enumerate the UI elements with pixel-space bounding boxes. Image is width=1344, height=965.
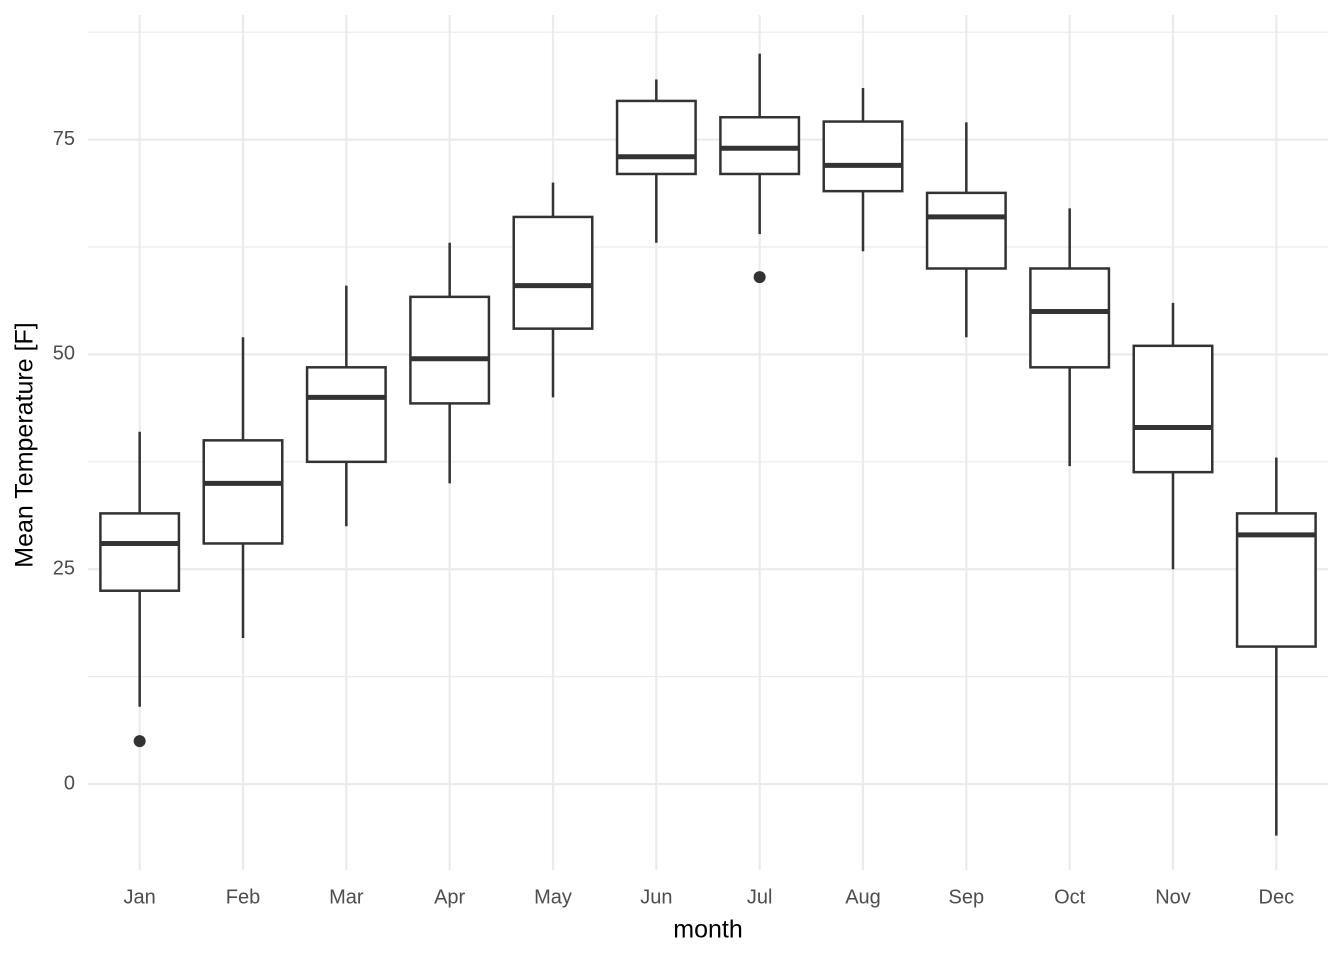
x-tick-label: Nov [1155,886,1191,908]
x-tick-label: Oct [1054,886,1086,908]
x-tick-label: Feb [226,886,260,908]
y-tick-label: 75 [53,128,75,150]
x-tick-label: Apr [434,886,465,908]
x-tick-label: Mar [329,886,364,908]
box [822,120,904,193]
box [1132,344,1214,474]
x-tick-label: Jan [124,886,156,908]
y-tick-label: 50 [53,343,75,365]
box [305,366,387,464]
x-tick-label: Dec [1259,886,1295,908]
box [99,512,181,592]
outlier [133,735,146,748]
y-axis-title: Mean Temperature [F] [11,322,39,567]
box [719,116,801,176]
x-tick-label: May [534,886,572,908]
box [409,295,491,405]
box [925,191,1007,270]
outlier [753,271,766,284]
box [202,439,284,545]
x-tick-label: Jun [640,886,672,908]
x-tick-label: Aug [845,886,881,908]
x-axis-title: month [673,916,742,944]
box [615,99,697,176]
box [512,215,594,330]
box [1029,267,1111,369]
x-tick-label: Sep [949,886,985,908]
x-tick-label: Jul [747,886,773,908]
y-tick-label: 25 [53,558,75,580]
y-tick-label: 0 [64,772,75,794]
